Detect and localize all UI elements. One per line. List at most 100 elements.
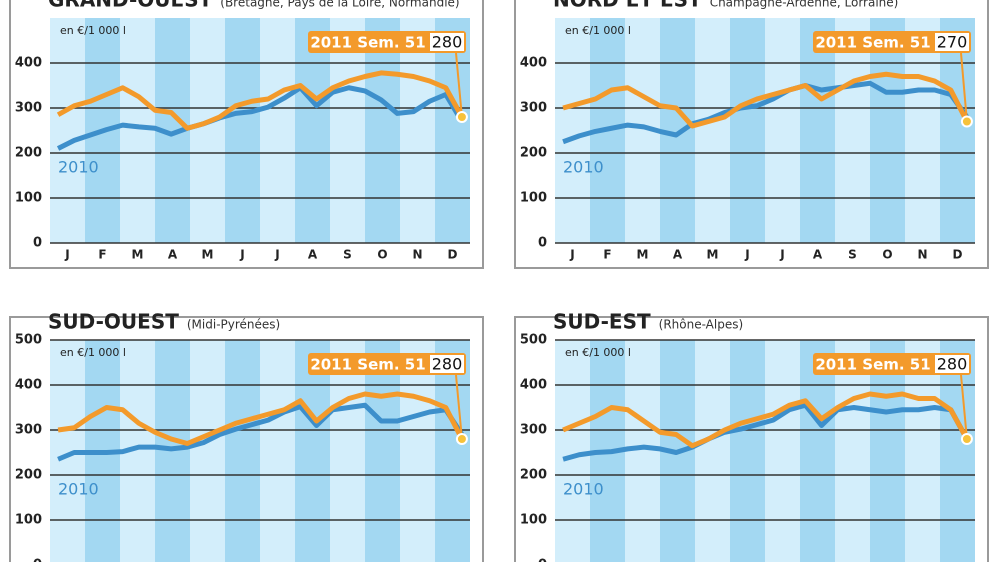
month-stripe: [905, 18, 940, 243]
month-stripe: [225, 18, 260, 243]
month-label: N: [412, 248, 422, 262]
y-tick-label: 300: [15, 101, 42, 116]
month-label: F: [98, 248, 106, 262]
month-stripe: [695, 18, 730, 243]
series-label: 2010: [563, 480, 604, 499]
month-stripe: [555, 340, 590, 562]
month-label: M: [637, 248, 649, 262]
callout-value: 280: [432, 355, 463, 374]
callout-line: [455, 374, 463, 440]
month-stripe: [190, 18, 225, 243]
month-stripe: [765, 18, 800, 243]
month-label: A: [813, 248, 823, 262]
y-tick-label: 200: [15, 468, 42, 483]
month-stripe: [835, 340, 870, 562]
month-label: A: [673, 248, 683, 262]
month-stripe: [870, 18, 905, 243]
callout-text: 2011 Sem. 51: [815, 356, 930, 374]
month-stripe: [435, 340, 470, 562]
callout-value-box: [430, 355, 464, 373]
month-stripe: [400, 18, 435, 243]
chart-subtitle: (Rhône-Alpes): [659, 318, 744, 332]
month-stripe: [295, 340, 330, 562]
month-stripe: [225, 340, 260, 562]
month-label: N: [917, 248, 927, 262]
month-stripe: [435, 18, 470, 243]
y-tick-label: 500: [15, 333, 42, 348]
callout-box: [813, 353, 971, 375]
callout-value: 280: [432, 33, 463, 52]
y-tick-label: 300: [520, 423, 547, 438]
callout-value: 270: [937, 33, 968, 52]
month-label: S: [848, 248, 857, 262]
callout-box: [308, 31, 466, 53]
month-stripe: [365, 340, 400, 562]
callout-line: [455, 52, 463, 118]
series-label: 2010: [58, 480, 99, 499]
y-tick-label: 0: [538, 558, 547, 562]
series-label: 2010: [58, 158, 99, 177]
series-label: 2010: [563, 158, 604, 177]
series-line: [562, 402, 970, 462]
y-tick-label: 200: [520, 146, 547, 161]
month-stripe: [695, 340, 730, 562]
chart-subtitle: (Midi-Pyrénées): [187, 318, 280, 332]
series-line: [56, 85, 465, 151]
y-tick-label: 0: [33, 558, 42, 562]
series-line: [57, 391, 465, 446]
month-label: M: [707, 248, 719, 262]
month-stripe: [905, 340, 940, 562]
unit-label: en €/1 000 l: [60, 24, 126, 37]
month-label: S: [343, 248, 352, 262]
y-tick-label: 200: [520, 468, 547, 483]
y-tick-label: 100: [520, 191, 547, 206]
month-stripe: [400, 340, 435, 562]
month-label: F: [603, 248, 611, 262]
chart-title: SUD-OUEST: [48, 310, 179, 334]
month-label: J: [744, 248, 749, 262]
series-line: [562, 80, 969, 145]
callout-value-box: [935, 355, 969, 373]
month-label: J: [239, 248, 244, 262]
y-tick-label: 300: [15, 423, 42, 438]
y-tick-label: 500: [520, 333, 547, 348]
callout-value: 280: [937, 355, 968, 374]
month-stripe: [940, 18, 975, 243]
series-line: [56, 70, 465, 131]
month-label: J: [274, 248, 279, 262]
y-tick-label: 100: [15, 513, 42, 528]
chart-title: GRAND-OUEST: [48, 0, 213, 12]
month-stripe: [555, 18, 590, 243]
series-line: [562, 71, 970, 129]
callout-value-box: [430, 33, 464, 51]
month-stripe: [120, 18, 155, 243]
callout-value-box: [935, 33, 969, 51]
unit-label: en €/1 000 l: [565, 346, 631, 359]
month-label: M: [132, 248, 144, 262]
month-label: O: [882, 248, 892, 262]
y-tick-label: 400: [15, 378, 42, 393]
month-label: A: [308, 248, 318, 262]
y-tick-label: 400: [15, 56, 42, 71]
y-tick-label: 100: [520, 513, 547, 528]
month-stripe: [765, 340, 800, 562]
y-tick-label: 300: [520, 101, 547, 116]
month-stripe: [330, 340, 365, 562]
month-stripe: [800, 18, 835, 243]
month-stripe: [190, 340, 225, 562]
month-label: O: [377, 248, 387, 262]
chart-subtitle: (Bretagne, Pays de la Loire, Normandie): [220, 0, 459, 10]
unit-label: en €/1 000 l: [60, 346, 126, 359]
callout-line: [960, 374, 968, 440]
month-stripe: [330, 18, 365, 243]
y-tick-label: 400: [520, 378, 547, 393]
callout-line: [960, 52, 968, 122]
month-stripe: [260, 18, 295, 243]
month-label: A: [168, 248, 178, 262]
series-line: [57, 402, 465, 462]
unit-label: en €/1 000 l: [565, 24, 631, 37]
callout-text: 2011 Sem. 51: [310, 34, 425, 52]
month-label: D: [448, 248, 458, 262]
y-tick-label: 400: [520, 56, 547, 71]
month-stripe: [870, 340, 905, 562]
